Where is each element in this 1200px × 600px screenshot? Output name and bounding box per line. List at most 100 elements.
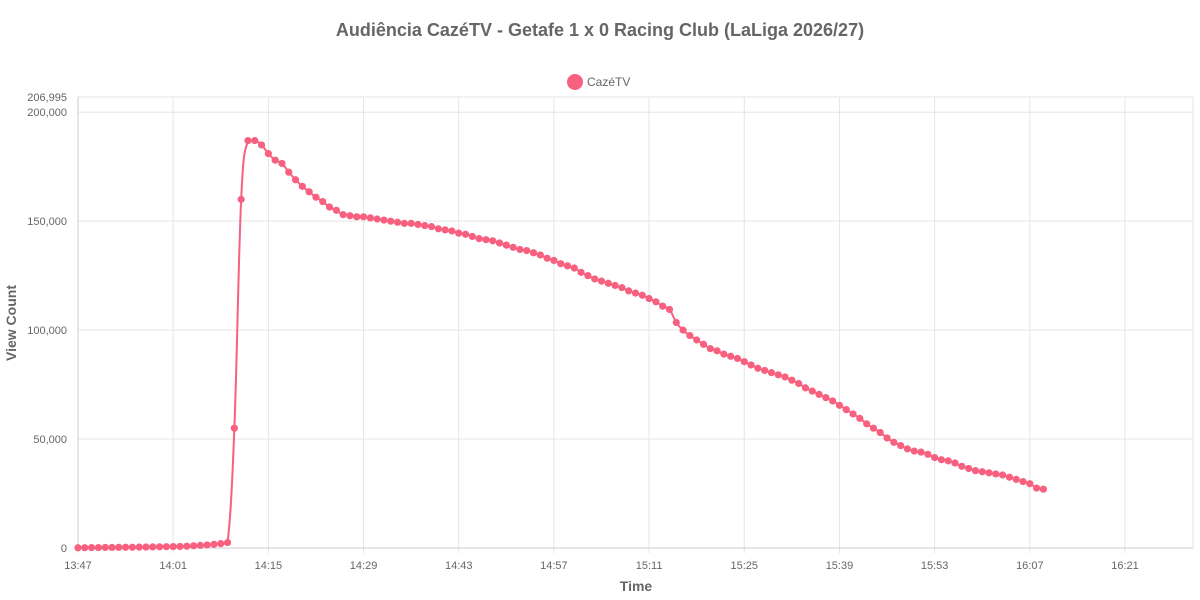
data-point[interactable] <box>971 467 980 475</box>
data-point[interactable] <box>563 262 572 270</box>
data-point[interactable] <box>1033 484 1041 492</box>
data-point[interactable] <box>706 345 714 353</box>
data-point[interactable] <box>550 256 558 264</box>
data-point[interactable] <box>434 225 442 233</box>
data-point[interactable] <box>591 275 599 283</box>
data-point[interactable] <box>890 438 898 446</box>
data-point[interactable] <box>597 277 606 285</box>
data-point[interactable] <box>944 457 952 465</box>
data-point[interactable] <box>523 246 531 255</box>
data-point[interactable] <box>727 352 735 360</box>
data-point[interactable] <box>652 298 660 306</box>
data-point[interactable] <box>876 428 884 437</box>
data-point[interactable] <box>781 373 789 381</box>
data-point[interactable] <box>1019 477 1027 486</box>
data-point[interactable] <box>244 136 252 145</box>
data-point[interactable] <box>767 369 776 377</box>
data-point[interactable] <box>822 394 830 402</box>
data-point[interactable] <box>407 219 415 227</box>
data-point[interactable] <box>672 318 680 327</box>
data-point[interactable] <box>842 406 850 414</box>
data-point[interactable] <box>380 216 388 224</box>
data-point[interactable] <box>849 410 857 418</box>
data-point[interactable] <box>298 182 306 190</box>
data-point[interactable] <box>611 281 619 290</box>
data-point[interactable] <box>217 540 225 548</box>
data-point[interactable] <box>74 544 82 552</box>
data-point[interactable] <box>645 294 653 303</box>
data-point[interactable] <box>176 542 184 551</box>
data-point[interactable] <box>319 197 327 206</box>
data-point[interactable] <box>509 243 517 251</box>
data-point[interactable] <box>733 354 742 363</box>
data-point[interactable] <box>720 350 728 358</box>
data-point[interactable] <box>346 212 354 220</box>
data-point[interactable] <box>251 136 259 145</box>
data-point[interactable] <box>223 538 232 547</box>
data-point[interactable] <box>917 448 925 456</box>
data-point[interactable] <box>543 254 551 262</box>
data-point[interactable] <box>958 462 966 470</box>
data-point[interactable] <box>1012 475 1020 483</box>
data-point[interactable] <box>461 230 470 238</box>
data-point[interactable] <box>1039 485 1048 493</box>
data-point[interactable] <box>400 219 408 227</box>
data-point[interactable] <box>183 542 191 550</box>
data-point[interactable] <box>387 217 395 225</box>
data-point[interactable] <box>441 226 449 234</box>
data-point[interactable] <box>713 347 721 355</box>
data-point[interactable] <box>421 221 429 230</box>
data-point[interactable] <box>142 543 150 551</box>
data-point[interactable] <box>257 141 266 149</box>
data-point[interactable] <box>271 156 279 164</box>
data-point[interactable] <box>455 229 463 237</box>
legend[interactable]: CazéTV <box>567 74 630 90</box>
data-point[interactable] <box>373 215 381 223</box>
data-point[interactable] <box>264 150 272 158</box>
data-point[interactable] <box>516 245 524 254</box>
data-point[interactable] <box>427 223 436 231</box>
data-point[interactable] <box>577 268 585 276</box>
data-point[interactable] <box>169 542 177 551</box>
data-point[interactable] <box>189 542 198 550</box>
data-point[interactable] <box>951 459 959 467</box>
data-point[interactable] <box>808 387 816 395</box>
data-point[interactable] <box>108 543 116 552</box>
data-point[interactable] <box>230 424 238 432</box>
data-point[interactable] <box>931 453 939 462</box>
data-point[interactable] <box>1026 480 1034 488</box>
data-point[interactable] <box>366 214 374 222</box>
data-point[interactable] <box>482 236 490 244</box>
data-point[interactable] <box>536 251 544 259</box>
data-point[interactable] <box>332 206 340 214</box>
data-point[interactable] <box>584 272 592 280</box>
data-point[interactable] <box>625 287 633 295</box>
data-point[interactable] <box>529 249 538 257</box>
data-point[interactable] <box>604 279 612 287</box>
data-point[interactable] <box>339 211 347 219</box>
data-point[interactable] <box>869 424 878 432</box>
data-point[interactable] <box>393 218 402 226</box>
data-point[interactable] <box>999 471 1007 479</box>
data-point[interactable] <box>94 543 102 552</box>
data-point[interactable] <box>81 544 89 552</box>
data-point[interactable] <box>278 159 286 168</box>
data-point[interactable] <box>359 213 368 221</box>
data-point[interactable] <box>325 203 334 211</box>
data-point[interactable] <box>557 260 565 268</box>
data-point[interactable] <box>863 420 871 428</box>
data-point[interactable] <box>489 237 497 245</box>
data-point[interactable] <box>210 540 218 548</box>
data-point[interactable] <box>679 326 687 334</box>
data-point[interactable] <box>699 340 708 348</box>
data-point[interactable] <box>353 213 361 221</box>
data-point[interactable] <box>774 371 782 379</box>
data-point[interactable] <box>468 232 476 241</box>
data-point[interactable] <box>856 414 864 422</box>
data-point[interactable] <box>924 450 932 458</box>
data-point[interactable] <box>305 188 313 196</box>
data-point[interactable] <box>631 289 640 297</box>
data-point[interactable] <box>903 445 912 453</box>
data-point[interactable] <box>747 361 755 369</box>
data-point[interactable] <box>149 543 157 551</box>
